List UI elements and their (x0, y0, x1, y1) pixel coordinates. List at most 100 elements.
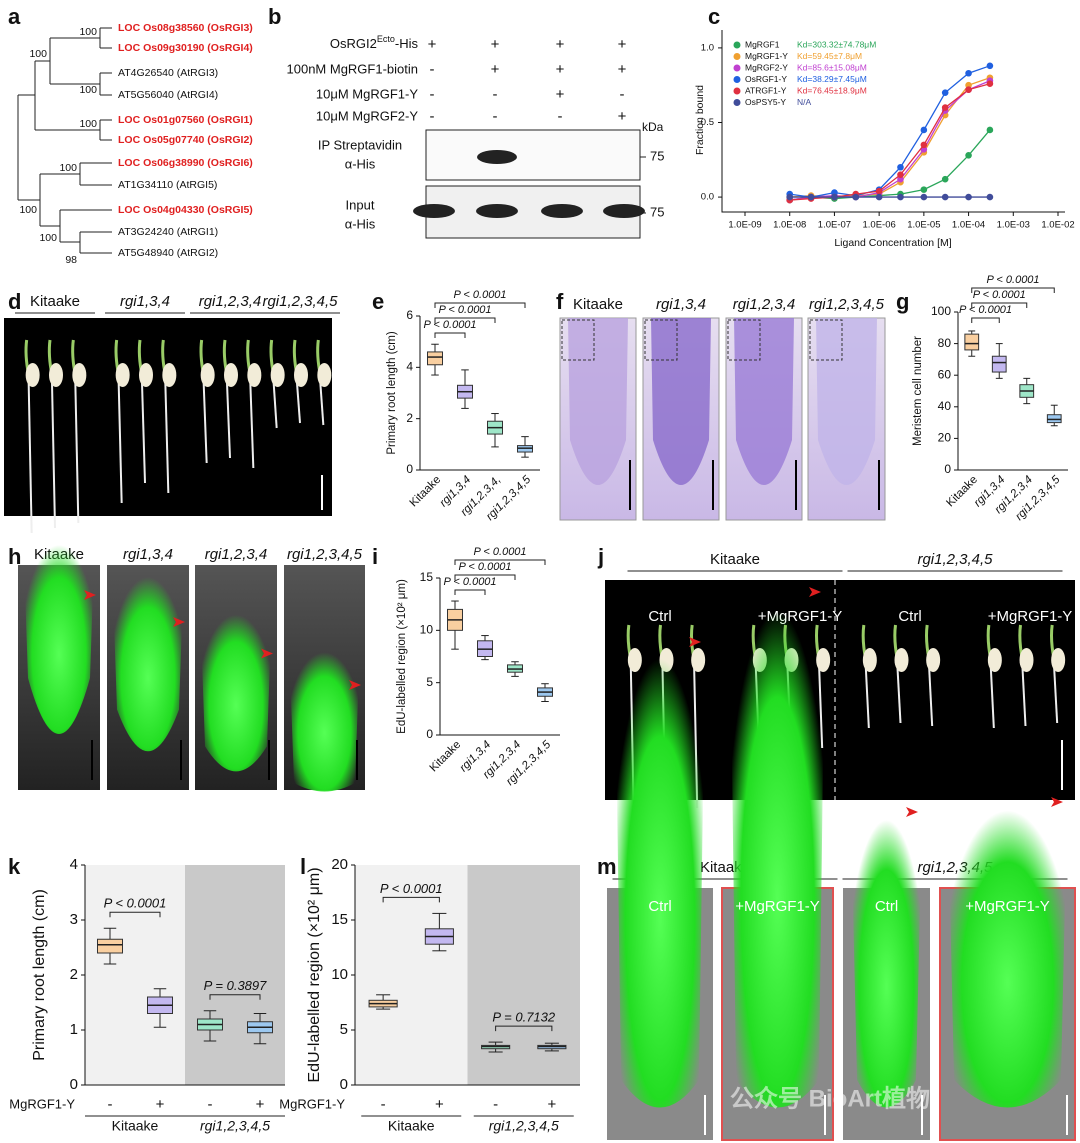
sign: + (618, 61, 627, 78)
seed (1019, 648, 1034, 672)
y-tick-label: 4 (70, 856, 78, 873)
leaf-label: LOC Os06g38990 (OsRGI6) (118, 157, 253, 169)
y-tick-label: 4 (406, 360, 413, 374)
x-axis-label: Ligand Concentration [M] (834, 237, 951, 249)
sign: + (556, 61, 565, 78)
legend-label: MgRGF1 (745, 39, 780, 49)
root (164, 382, 170, 494)
root (989, 667, 995, 729)
edu-signal (201, 606, 271, 772)
seed (25, 363, 40, 387)
bracket (971, 302, 1028, 308)
root (928, 667, 934, 727)
condition-label: 100nM MgRGF1-biotin (287, 61, 419, 76)
inset (644, 319, 678, 361)
group-label: rgi1,2,3,4,5 (489, 1118, 559, 1134)
kd-label: Kd=76.45±18.9μM (797, 85, 867, 95)
box (991, 355, 1007, 373)
leaf-label: LOC Os09g30190 (OsRGI4) (118, 42, 253, 54)
tree-branches (17, 27, 112, 254)
seed (162, 363, 177, 387)
support-value: 100 (79, 26, 97, 38)
support-value: 100 (79, 118, 97, 130)
sign: - (620, 86, 625, 103)
group-label: Kitaake (112, 1118, 159, 1134)
condition-label: Ctrl (648, 898, 671, 915)
sign: + (556, 86, 565, 103)
photo-label: rgi1,3,4 (120, 293, 170, 310)
band (413, 204, 455, 218)
bracket (382, 896, 440, 903)
root (864, 667, 870, 729)
seed (894, 648, 909, 672)
root (226, 382, 231, 459)
condition-label: Ctrl (648, 608, 671, 625)
root (1053, 667, 1059, 724)
y-tick-label: 1.0 (701, 42, 714, 53)
point (920, 186, 928, 193)
y-tick-label: 0 (340, 1076, 348, 1093)
root (202, 382, 208, 464)
root (141, 382, 146, 484)
seed (270, 363, 285, 387)
panel-bg (355, 865, 468, 1085)
legend-label: ATRGF1-Y (745, 85, 787, 95)
treatment-label: MgRGF1-Y (9, 1096, 75, 1111)
arrowhead (906, 807, 918, 817)
condition-part: Ecto (377, 34, 395, 44)
box (427, 351, 443, 366)
leaf-label: AT5G48940 (AtRGI2) (118, 247, 218, 259)
bracket (454, 589, 486, 595)
arrowhead (689, 637, 701, 647)
leaf-label: LOC Os01g07560 (OsRGI1) (118, 114, 253, 126)
condition-part: OsRGI2 (330, 36, 377, 51)
bracket (454, 559, 546, 565)
watermark: 公众号 BioArt植物 (730, 1084, 930, 1112)
leaf-label: AT4G26540 (AtRGI3) (118, 67, 218, 79)
point (920, 126, 928, 134)
y-tick-label: 0 (944, 462, 951, 476)
leaf-label: LOC Os08g38560 (OsRGI3) (118, 22, 253, 34)
x-tick-label: 1.0E-07 (818, 220, 851, 231)
band (476, 204, 518, 218)
box (97, 938, 123, 954)
bracket (434, 317, 496, 323)
edu-signal (24, 535, 94, 734)
x-tick-label: 1.0E-02 (1041, 220, 1074, 231)
y-tick-label: 2 (406, 411, 413, 425)
root (117, 382, 123, 504)
condition-label: +MgRGF1-Y (988, 608, 1073, 625)
panel-letter: g (896, 289, 909, 314)
seed (200, 363, 215, 387)
kd-label: Kd=38.29±7.45μM (797, 74, 867, 84)
p-value: P < 0.0001 (959, 304, 1012, 316)
condition-label: 10μM MgRGF2-Y (316, 108, 418, 123)
bracket (454, 574, 516, 580)
condition-label: +MgRGF1-Y (965, 898, 1050, 915)
panel-letter: a (8, 4, 21, 29)
y-tick-label: 2 (70, 966, 78, 983)
inset (809, 319, 843, 361)
box (964, 333, 980, 351)
seed (72, 363, 87, 387)
y-tick-label: 6 (406, 308, 413, 322)
condition-label: Ctrl (875, 898, 898, 915)
y-tick-label: 3 (70, 911, 78, 928)
edu-signal (113, 568, 183, 752)
band (477, 150, 517, 164)
photo-label: Kitaake (30, 293, 80, 310)
point (807, 193, 815, 201)
axis (439, 578, 560, 736)
sign: + (428, 36, 437, 53)
photo-label: rgi1,2,3,4 (733, 296, 796, 313)
point (965, 69, 972, 77)
x-tick-label: Kitaake (428, 739, 464, 775)
bracket (495, 1025, 553, 1032)
photo-label: rgi1,2,3,4,5 (262, 293, 338, 310)
condition-part: -His (395, 36, 419, 51)
y-tick-label: 80 (938, 336, 952, 350)
y-tick-label: 10 (420, 623, 434, 637)
x-tick-label: + (547, 1096, 556, 1113)
root (272, 382, 278, 429)
